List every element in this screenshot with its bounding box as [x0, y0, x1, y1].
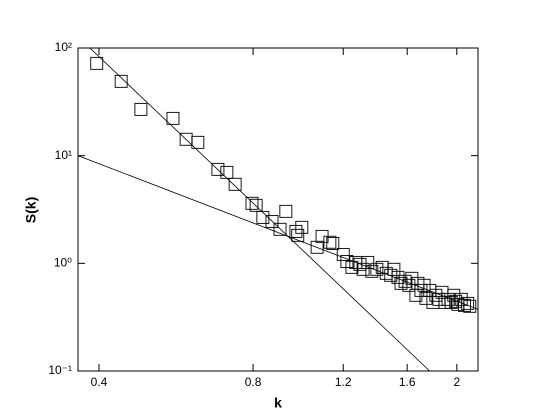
- marker: [398, 274, 412, 288]
- marker: [114, 74, 128, 88]
- marker: [361, 255, 375, 269]
- x-tick-label: 2: [453, 375, 460, 389]
- marker: [228, 177, 242, 191]
- marker: [336, 247, 350, 261]
- plot-area: [78, 48, 478, 371]
- marker: [291, 228, 305, 242]
- marker: [345, 260, 359, 274]
- marker: [370, 262, 384, 276]
- marker: [249, 198, 263, 212]
- marker: [394, 276, 408, 290]
- marker: [90, 56, 104, 70]
- y-tick-label: 10⁰: [54, 256, 72, 270]
- y-tick-label: 10⁻¹: [48, 363, 72, 377]
- marker: [295, 220, 309, 234]
- y-axis-title: S(k): [23, 197, 39, 223]
- marker: [353, 257, 367, 271]
- marker: [273, 222, 287, 236]
- marker: [245, 196, 259, 210]
- marker: [365, 264, 379, 278]
- marker: [211, 162, 225, 176]
- x-tick-label: 0.4: [91, 375, 108, 389]
- marker: [134, 102, 148, 116]
- marker: [279, 204, 293, 218]
- fit-line: [89, 48, 430, 371]
- marker: [463, 299, 477, 313]
- x-tick-label: 0.8: [245, 375, 262, 389]
- marker: [220, 165, 234, 179]
- y-tick-label: 10²: [55, 40, 72, 54]
- marker: [191, 135, 205, 149]
- marker: [414, 283, 428, 297]
- marker: [387, 262, 401, 276]
- marker: [356, 262, 370, 276]
- marker: [326, 236, 340, 250]
- x-tick-label: 1.6: [399, 375, 416, 389]
- marker: [310, 240, 324, 254]
- marker: [166, 111, 180, 125]
- fit-line: [78, 155, 478, 310]
- marker: [323, 235, 337, 249]
- marker: [458, 298, 471, 312]
- x-tick-label: 1.2: [335, 375, 352, 389]
- marker: [265, 214, 279, 228]
- marker: [419, 291, 433, 305]
- plot-frame: [77, 47, 479, 372]
- y-tick-label: 10¹: [55, 148, 72, 162]
- marker: [444, 295, 458, 309]
- x-axis-title: k: [274, 395, 282, 411]
- marker: [256, 210, 270, 224]
